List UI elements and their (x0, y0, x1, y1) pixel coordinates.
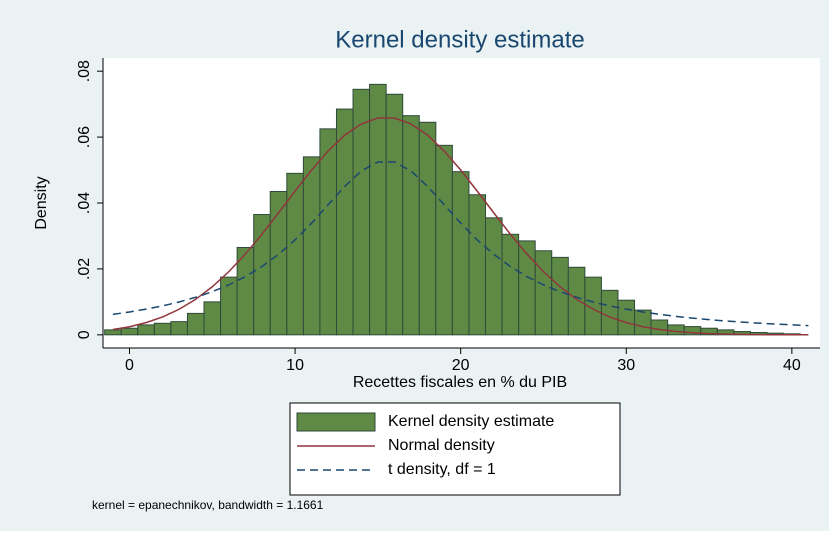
bar (617, 299, 636, 336)
y-tick-label: .04 (76, 192, 93, 214)
bar (402, 115, 420, 336)
bar (600, 289, 619, 336)
legend-swatch (296, 412, 376, 432)
chart-title: Kernel density estimate (335, 26, 584, 53)
x-axis-label: Recettes fiscales en % du PIB (353, 374, 567, 391)
y-axis-label: Density (33, 176, 50, 229)
bar (186, 312, 205, 336)
bar (203, 301, 222, 336)
bar (369, 83, 387, 336)
bar (170, 321, 188, 336)
legend-label: Kernel density estimate (388, 413, 554, 430)
x-tick-label: 20 (452, 357, 470, 374)
x-tick-label: 10 (286, 357, 304, 374)
bar (485, 217, 503, 336)
bar (501, 233, 520, 336)
bar (153, 322, 172, 336)
legend-label: t density, df = 1 (388, 461, 496, 478)
bar (104, 329, 122, 336)
note: kernel = epanechnikov, bandwidth = 1.166… (92, 498, 324, 512)
bar (451, 171, 470, 336)
bar (302, 156, 321, 336)
y-tick-label: .06 (76, 126, 93, 148)
bar (253, 214, 271, 336)
bar (435, 144, 453, 336)
y-tick-label: 0 (76, 330, 93, 339)
bar (120, 327, 139, 336)
bar (551, 256, 569, 336)
x-tick-label: 0 (125, 357, 134, 374)
bar (319, 128, 337, 336)
bar (468, 194, 487, 336)
bar (650, 319, 669, 336)
bar (534, 250, 553, 336)
y-tick-label: .02 (76, 258, 93, 280)
bar (667, 324, 685, 336)
density-line (112, 161, 809, 327)
y-tick-label: .08 (76, 60, 93, 82)
x-tick-label: 40 (783, 357, 801, 374)
bar (418, 121, 437, 336)
bar (385, 93, 404, 336)
bar (352, 88, 371, 336)
x-tick-label: 30 (617, 357, 635, 374)
density-line (112, 117, 809, 336)
bar (634, 309, 652, 336)
bar (567, 266, 586, 336)
bar (220, 276, 238, 336)
bar (335, 108, 354, 336)
legend-label: Normal density (388, 437, 495, 454)
bar (137, 324, 155, 336)
